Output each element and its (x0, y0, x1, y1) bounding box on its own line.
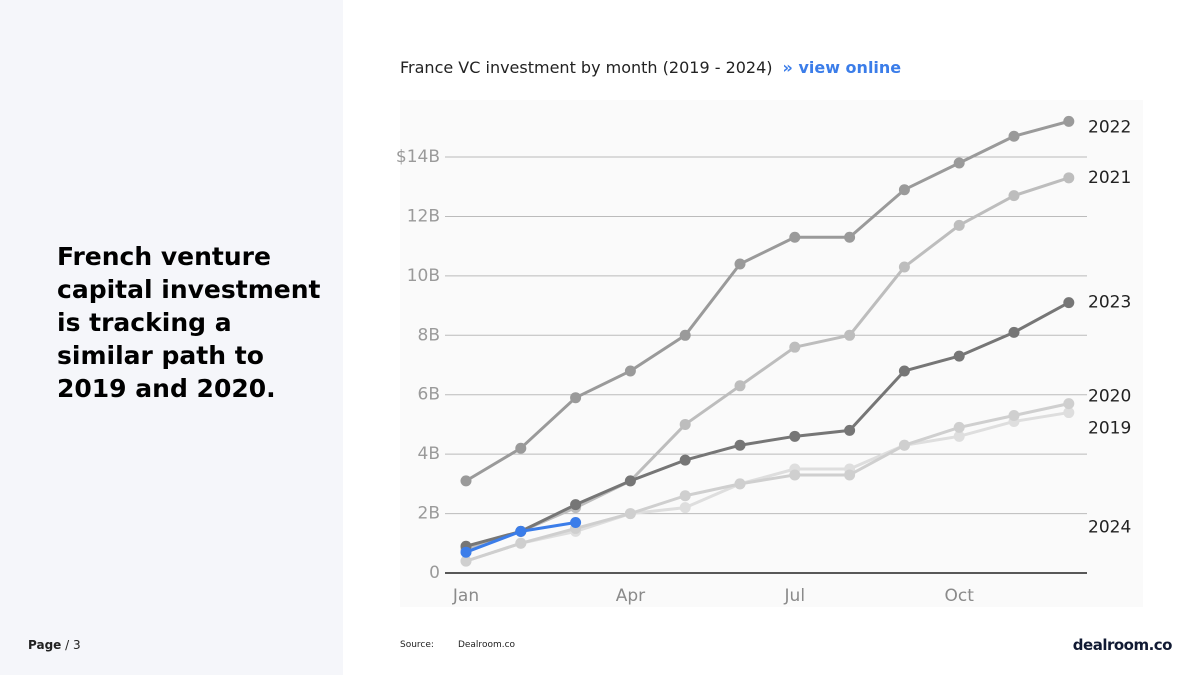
data-point (624, 365, 636, 377)
x-tick-label: Jan (452, 586, 479, 606)
data-point (1063, 115, 1075, 127)
data-point (515, 525, 527, 537)
series-line (465, 119, 1070, 483)
data-point (789, 231, 801, 243)
data-point (844, 469, 856, 481)
data-point (1063, 172, 1075, 184)
data-point (898, 439, 910, 451)
data-point (1008, 410, 1020, 422)
source: Source: Dealroom.co (400, 640, 515, 650)
data-point (679, 418, 691, 430)
data-point (734, 258, 746, 270)
y-tick-label: 8B (418, 325, 440, 345)
source-value: Dealroom.co (457, 640, 516, 650)
data-point (734, 478, 746, 490)
data-point (898, 365, 910, 377)
data-point (679, 502, 691, 514)
data-point (1008, 190, 1020, 202)
data-point (734, 380, 746, 392)
data-point (679, 329, 691, 341)
data-point (844, 424, 856, 436)
data-point (953, 157, 965, 169)
chart-title-row: France VC investment by month (2019 - 20… (400, 58, 901, 77)
series-label: 2022 (1088, 117, 1131, 137)
data-point (789, 469, 801, 481)
data-point (515, 442, 527, 454)
series-line (465, 411, 1070, 563)
series-line (465, 301, 1070, 548)
series-label: 2023 (1088, 293, 1131, 313)
data-point (789, 341, 801, 353)
x-tick-label: Jul (784, 586, 806, 606)
view-online-link[interactable]: » view online (782, 58, 902, 77)
y-tick-label: 2B (418, 504, 440, 524)
x-tick-label: Apr (616, 586, 645, 606)
data-point (515, 537, 527, 549)
data-point (734, 439, 746, 451)
data-point (1063, 297, 1075, 309)
y-tick-label: 10B (407, 266, 440, 286)
logo: dealroom.co (1072, 636, 1173, 654)
data-point (679, 454, 691, 466)
data-point (1008, 130, 1020, 142)
data-point (570, 392, 582, 404)
data-point (460, 555, 472, 567)
data-point (953, 421, 965, 433)
series-line (465, 176, 1070, 551)
series-label: 2020 (1088, 387, 1131, 407)
series-line (465, 402, 1070, 563)
series-label: 2024 (1088, 517, 1131, 537)
data-point (460, 546, 472, 558)
data-point (953, 430, 965, 442)
x-tick-label: Oct (944, 586, 974, 606)
data-point (679, 490, 691, 502)
chart-title: France VC investment by month (2019 - 20… (400, 58, 773, 77)
data-point (624, 508, 636, 520)
page-count: / 3 (65, 638, 81, 652)
series-label: 2019 (1088, 419, 1131, 439)
data-point (953, 219, 965, 231)
data-point (789, 430, 801, 442)
y-tick-label: $14B (396, 147, 440, 167)
page-label: Page (28, 638, 62, 652)
series-label: 2021 (1088, 168, 1131, 188)
data-point (1063, 407, 1075, 419)
data-point (570, 516, 582, 528)
data-point (898, 261, 910, 273)
data-point (844, 231, 856, 243)
data-point (624, 475, 636, 487)
y-tick-label: 0 (429, 563, 440, 583)
data-point (844, 329, 856, 341)
y-tick-label: 12B (407, 206, 440, 226)
data-point (460, 475, 472, 487)
data-point (1063, 398, 1075, 410)
plot-background (400, 100, 1143, 607)
page-number: Page / 3 (28, 638, 81, 652)
y-tick-label: 4B (418, 444, 440, 464)
y-tick-label: 6B (418, 385, 440, 405)
source-label: Source: (400, 640, 434, 650)
data-point (1008, 326, 1020, 338)
data-point (570, 499, 582, 511)
side-panel (0, 0, 343, 675)
data-point (953, 350, 965, 362)
headline: French venture capital investment is tra… (57, 242, 321, 403)
data-point (898, 184, 910, 196)
